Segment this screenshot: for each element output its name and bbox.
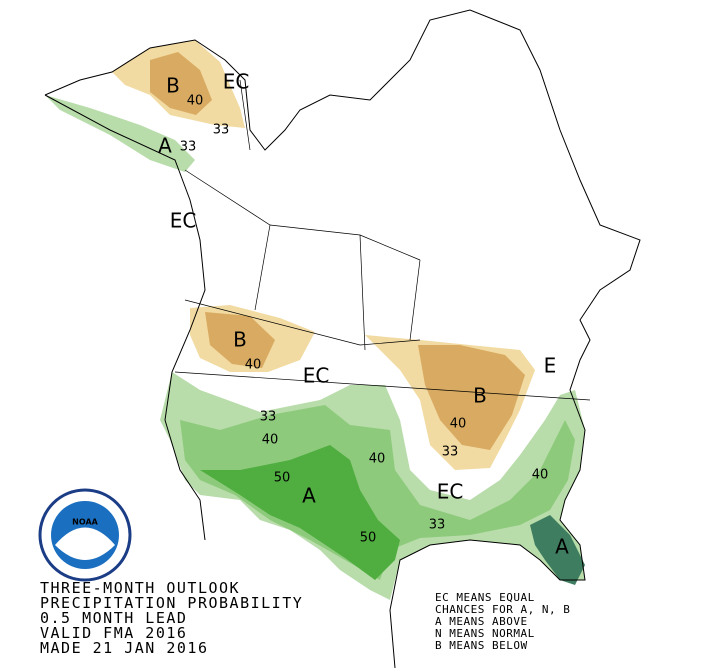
legend-line: B MEANS BELOW (435, 639, 528, 652)
map-label: 33 (180, 140, 197, 155)
map-label: A (302, 484, 316, 508)
alaska-above-33 (45, 95, 195, 172)
map-label: 40 (532, 468, 549, 483)
legend-line: N MEANS NORMAL (435, 627, 535, 640)
map-label: A (555, 535, 569, 559)
noaa-logo-bird (55, 527, 115, 560)
map-label: A (158, 134, 172, 158)
title-line: THREE-MONTH OUTLOOK (40, 579, 240, 597)
title-line: 0.5 MONTH LEAD (40, 609, 187, 627)
legend-line: A MEANS ABOVE (435, 615, 528, 628)
florida-above-50 (530, 515, 585, 585)
south-above-40 (180, 405, 575, 580)
map-label: 33 (442, 445, 459, 460)
south-above-50 (200, 445, 400, 580)
borders (174, 79, 591, 401)
map-label: EC (437, 480, 464, 504)
map-label: B (233, 328, 247, 352)
map-label: E (544, 354, 557, 378)
noaa-logo-text: NOAA (72, 518, 98, 527)
coastline (44, 9, 641, 668)
map-label: 40 (262, 433, 279, 448)
map-label: 50 (274, 471, 291, 486)
alaska-below-40 (150, 52, 212, 115)
map-label: 33 (260, 410, 277, 425)
map-label: 40 (245, 358, 262, 373)
title-line: VALID FMA 2016 (40, 624, 187, 642)
map-label: 33 (213, 123, 230, 138)
gl-below-40 (418, 345, 525, 450)
west-coastline (44, 94, 206, 541)
legend-line: CHANCES FOR A, N, B (435, 603, 570, 616)
nw-below-40 (205, 312, 275, 368)
title-line: MADE 21 JAN 2016 (40, 639, 209, 657)
map-label: EC (170, 209, 197, 233)
map-label: 40 (369, 452, 386, 467)
legend-line: EC MEANS EQUAL (435, 591, 535, 604)
map-label: 40 (450, 417, 467, 432)
map-label: B (166, 74, 180, 98)
map-label: EC (303, 364, 330, 388)
map-label: EC (223, 70, 250, 94)
title-line: PRECIPITATION PROBABILITY (40, 594, 303, 612)
map-label: B (473, 384, 487, 408)
map-label: 33 (429, 518, 446, 533)
map-label: 50 (360, 531, 377, 546)
map-label: 40 (187, 94, 204, 109)
